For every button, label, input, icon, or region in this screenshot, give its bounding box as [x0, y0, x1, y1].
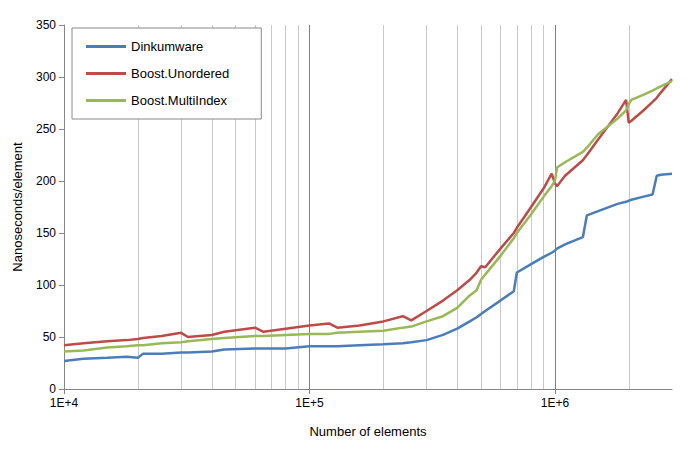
svg-text:Boost.Unordered: Boost.Unordered [131, 66, 229, 81]
svg-text:1E+6: 1E+6 [541, 396, 570, 410]
svg-text:350: 350 [36, 18, 56, 32]
svg-text:Boost.MultiIndex: Boost.MultiIndex [131, 93, 228, 108]
svg-text:50: 50 [43, 330, 57, 344]
svg-text:Nanoseconds/element: Nanoseconds/element [10, 142, 25, 272]
svg-text:150: 150 [36, 226, 56, 240]
svg-text:250: 250 [36, 122, 56, 136]
svg-text:1E+5: 1E+5 [295, 396, 324, 410]
svg-text:200: 200 [36, 174, 56, 188]
svg-text:1E+4: 1E+4 [50, 396, 79, 410]
svg-text:Number of elements: Number of elements [309, 424, 427, 439]
svg-text:100: 100 [36, 278, 56, 292]
svg-text:Dinkumware: Dinkumware [131, 39, 203, 54]
svg-text:0: 0 [49, 382, 56, 396]
svg-text:300: 300 [36, 70, 56, 84]
